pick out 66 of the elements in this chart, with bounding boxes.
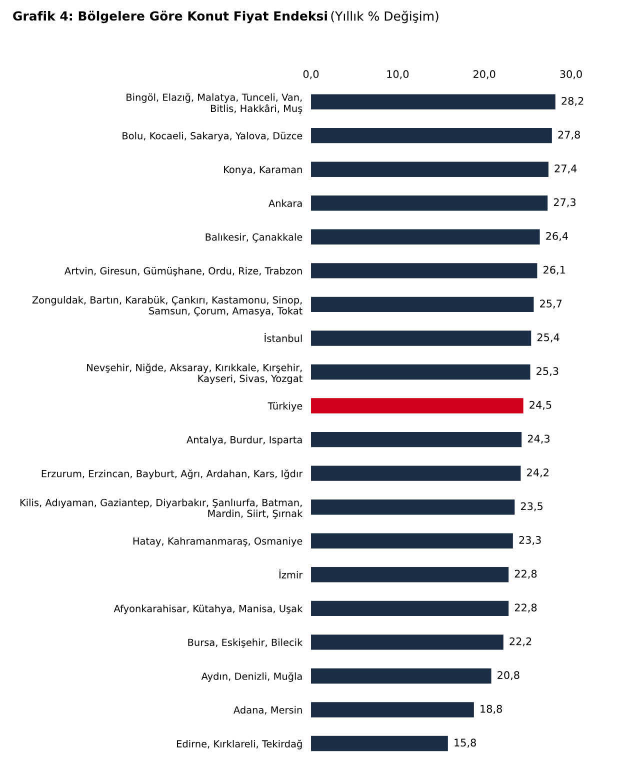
y-tick-label: Ankara [268,199,302,207]
data-label: 27,4 [554,164,577,174]
bar [311,500,515,515]
x-tick-label: 0,0 [303,70,319,80]
data-label: 27,3 [554,198,576,208]
bar [311,364,530,380]
bar [311,668,492,684]
data-label: 25,7 [540,300,562,309]
y-tick-label: Nevşehir, Niğde, Aksaray, Kırıkkale, Kırşehir, Kayseri, Sivas, Yozgat [87,363,302,384]
bar [311,398,524,414]
y-tick-label: Antalya, Burdur, Isparta [186,436,302,446]
data-label: 22,8 [514,604,537,613]
data-label: 28,2 [562,96,584,106]
text: Grafik 4: Bölgelere Göre Konut Fiyat Endeksi [13,10,327,24]
bar [311,128,552,144]
bar [311,162,548,177]
y-tick-label: Bingöl, Elazığ, Malatya, Tunceli, Van, Bitlis, Hakkâri, Muş [126,93,302,114]
y-tick-label: Erzurum, Erzincan, Bayburt, Ağrı, Ardahan, Kars, Iğdır [42,470,303,480]
bar [311,702,474,718]
data-label: 23,3 [519,536,541,545]
data-label: 27,8 [558,130,580,140]
data-label: 15,8 [454,738,476,748]
x-tick-label: 20,0 [473,70,496,80]
bar [311,567,509,582]
y-tick-label: Zonguldak, Bartın, Karabük, Çankırı, Kastamonu, Sinop, Samsun, Çorum, Amasya, Tokat [32,296,302,316]
bar [311,296,534,312]
data-label: 24,3 [528,434,550,444]
data-label: 26,1 [544,266,565,275]
data-label: 18,8 [480,704,502,714]
bar [311,432,522,448]
y-tick-label: Edirne, Kırklareli, Tekirdağ [177,740,302,750]
y-tick-label: Adana, Mersin [234,706,302,715]
y-tick-label: Artvin, Giresun, Gümüşhane, Ordu, Rize, Trabzon [64,266,302,276]
bar [311,736,448,752]
x-tick-label: 30,0 [560,70,582,80]
bar [311,533,513,548]
data-label: 20,8 [498,671,520,680]
y-tick-label: Hatay, Kahramanmaraş, Osmaniye [133,537,302,547]
data-label: 23,5 [520,502,543,512]
y-tick-label: Konya, Karaman [224,166,302,176]
y-tick-label: Kilis, Adıyaman, Gaziantep, Diyarbakır, Şanlıurfa, Batman, Mardin, Siirt, Şırnak [20,498,303,519]
bar [311,466,521,481]
y-tick-label: İzmir [279,569,303,578]
data-label: 24,2 [527,468,548,478]
y-tick-label: Afyonkarahisar, Kütahya, Manisa, Uşak [114,604,303,614]
bar [311,229,540,245]
data-label: 24,5 [530,400,552,410]
bar [311,263,538,278]
chart-subtitle: (Yıllık % Değişim) [331,10,438,24]
data-label: 22,2 [510,637,532,646]
bar [311,600,509,616]
bar [311,94,556,110]
bar [311,330,532,346]
y-tick-label: Bolu, Kocaeli, Sakarya, Yalova, Düzce [122,132,302,142]
bar [311,634,504,650]
y-tick-label: Türkiye [268,402,302,412]
x-tick-label: 10,0 [387,70,409,80]
data-label: 26,4 [546,232,568,241]
y-tick-label: Bursa, Eskişehir, Bilecik [188,638,303,648]
data-label: 22,8 [514,570,537,579]
data-label: 25,4 [537,333,560,342]
data-label: 25,3 [536,367,558,376]
bar [311,196,548,211]
y-tick-label: İstanbul [264,333,302,342]
y-tick-label: Aydın, Denizli, Muğla [201,672,302,682]
y-tick-label: Balıkesir, Çanakkale [206,233,302,242]
